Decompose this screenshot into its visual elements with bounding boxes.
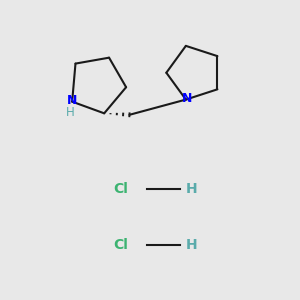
Text: H: H (66, 106, 75, 119)
Text: H: H (186, 182, 197, 196)
Text: Cl: Cl (113, 182, 128, 196)
Text: H: H (186, 238, 197, 252)
Text: Cl: Cl (113, 238, 128, 252)
Text: N: N (182, 92, 192, 105)
Text: N: N (67, 94, 77, 107)
